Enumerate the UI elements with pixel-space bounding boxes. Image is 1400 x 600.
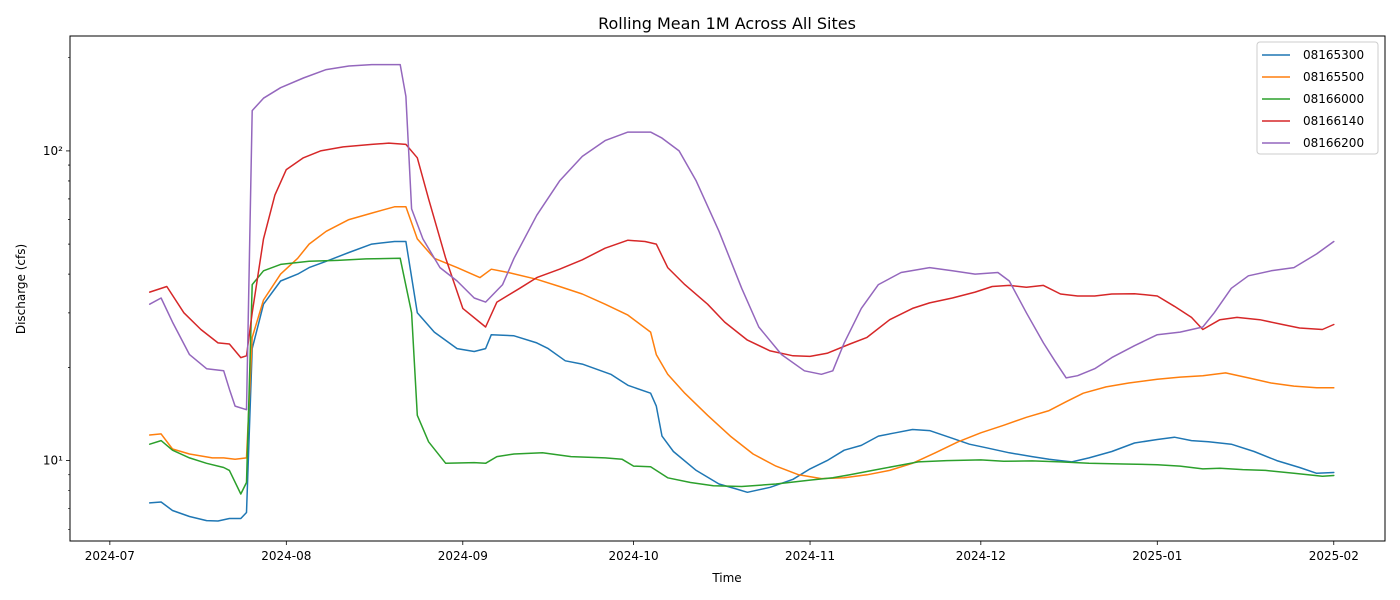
x-tick-label: 2024-11 — [785, 549, 835, 563]
series-line-08166200 — [148, 63, 1335, 411]
x-tick-label: 2025-02 — [1309, 549, 1359, 563]
legend-label-08166140: 08166140 — [1303, 114, 1364, 128]
x-tick-label: 2024-12 — [956, 549, 1006, 563]
legend: 08165300 08165500 08166000 08166140 08166200 — [1256, 41, 1379, 155]
x-tick-label: 2024-08 — [261, 549, 311, 563]
series-layer — [148, 63, 1335, 522]
x-axis: 2024-07 2024-08 2024-09 2024-10 2024-11 2024-… — [85, 541, 1359, 563]
series-line-08165500 — [148, 206, 1335, 480]
chart-title: Rolling Mean 1M Across All Sites — [598, 14, 856, 33]
legend-label-08165300: 08165300 — [1303, 48, 1364, 62]
x-tick-label: 2024-07 — [85, 549, 135, 563]
legend-label-08166200: 08166200 — [1303, 136, 1364, 150]
y-tick-label: 10¹ — [43, 454, 63, 468]
y-axis-title: Discharge (cfs) — [14, 244, 28, 334]
y-tick-label: 10² — [43, 144, 63, 158]
series-line-08166000 — [148, 257, 1335, 495]
series-line-08166140 — [148, 142, 1335, 359]
legend-box — [1256, 41, 1379, 155]
legend-label-08166000: 08166000 — [1303, 92, 1364, 106]
plot-area — [69, 35, 1386, 542]
x-tick-label: 2024-09 — [438, 549, 488, 563]
y-axis: 10¹ 10² — [43, 57, 70, 530]
x-tick-label: 2025-01 — [1132, 549, 1182, 563]
plot-frame — [69, 35, 1386, 542]
x-axis-title: Time — [711, 571, 741, 585]
x-tick-label: 2024-10 — [609, 549, 659, 563]
legend-label-08165500: 08165500 — [1303, 70, 1364, 84]
series-line-08165300 — [148, 240, 1335, 522]
